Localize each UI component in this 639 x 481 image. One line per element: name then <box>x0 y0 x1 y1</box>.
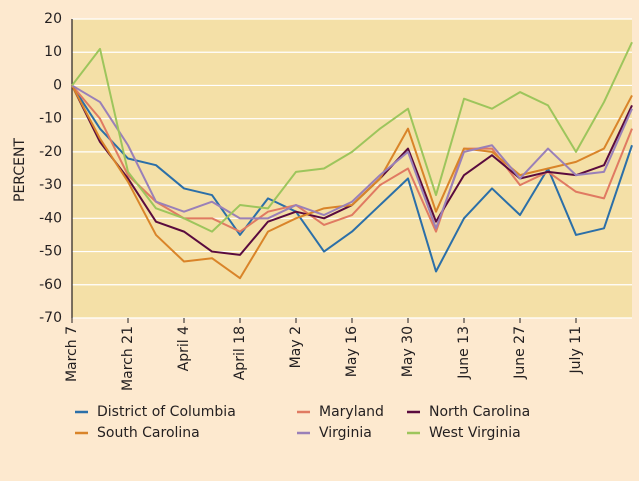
x-tick-label: May 30 <box>400 326 416 377</box>
plot-area <box>72 19 632 318</box>
series-line <box>71 84 633 233</box>
y-tick-label: -20 <box>39 144 62 160</box>
y-tick-label: -10 <box>39 111 62 127</box>
x-tick-label: June 27 <box>512 326 528 380</box>
y-tick-label: 10 <box>44 44 62 60</box>
y-tick-label: 20 <box>44 11 62 27</box>
y-tick-label: 0 <box>53 77 62 93</box>
y-tick-label: -50 <box>39 244 62 260</box>
series-line <box>71 84 633 273</box>
x-tick-label: March 7 <box>64 326 80 382</box>
x-tick-label: March 21 <box>120 326 136 391</box>
y-tick-label: -40 <box>39 210 62 226</box>
y-tick-label: -60 <box>39 277 62 293</box>
series-line <box>71 84 633 230</box>
y-tick-label: -30 <box>39 177 62 193</box>
x-tick-label: May 2 <box>288 326 304 368</box>
legend-label: Virginia <box>319 425 372 441</box>
y-tick-label: -70 <box>39 310 62 326</box>
legend-label: District of Columbia <box>97 404 236 420</box>
series-line <box>71 84 633 280</box>
y-axis-label: PERCENT <box>12 138 28 202</box>
x-tick-label: May 16 <box>344 326 360 377</box>
legend-label: North Carolina <box>429 404 530 420</box>
x-tick-label: April 18 <box>232 326 248 380</box>
x-tick-label: June 13 <box>456 326 472 380</box>
legend-label: Maryland <box>319 404 384 420</box>
legend-label: West Virginia <box>429 425 521 441</box>
series-line <box>71 41 633 233</box>
x-tick-label: July 11 <box>568 326 584 374</box>
legend-label: South Carolina <box>97 425 200 441</box>
x-tick-label: April 4 <box>176 326 192 371</box>
